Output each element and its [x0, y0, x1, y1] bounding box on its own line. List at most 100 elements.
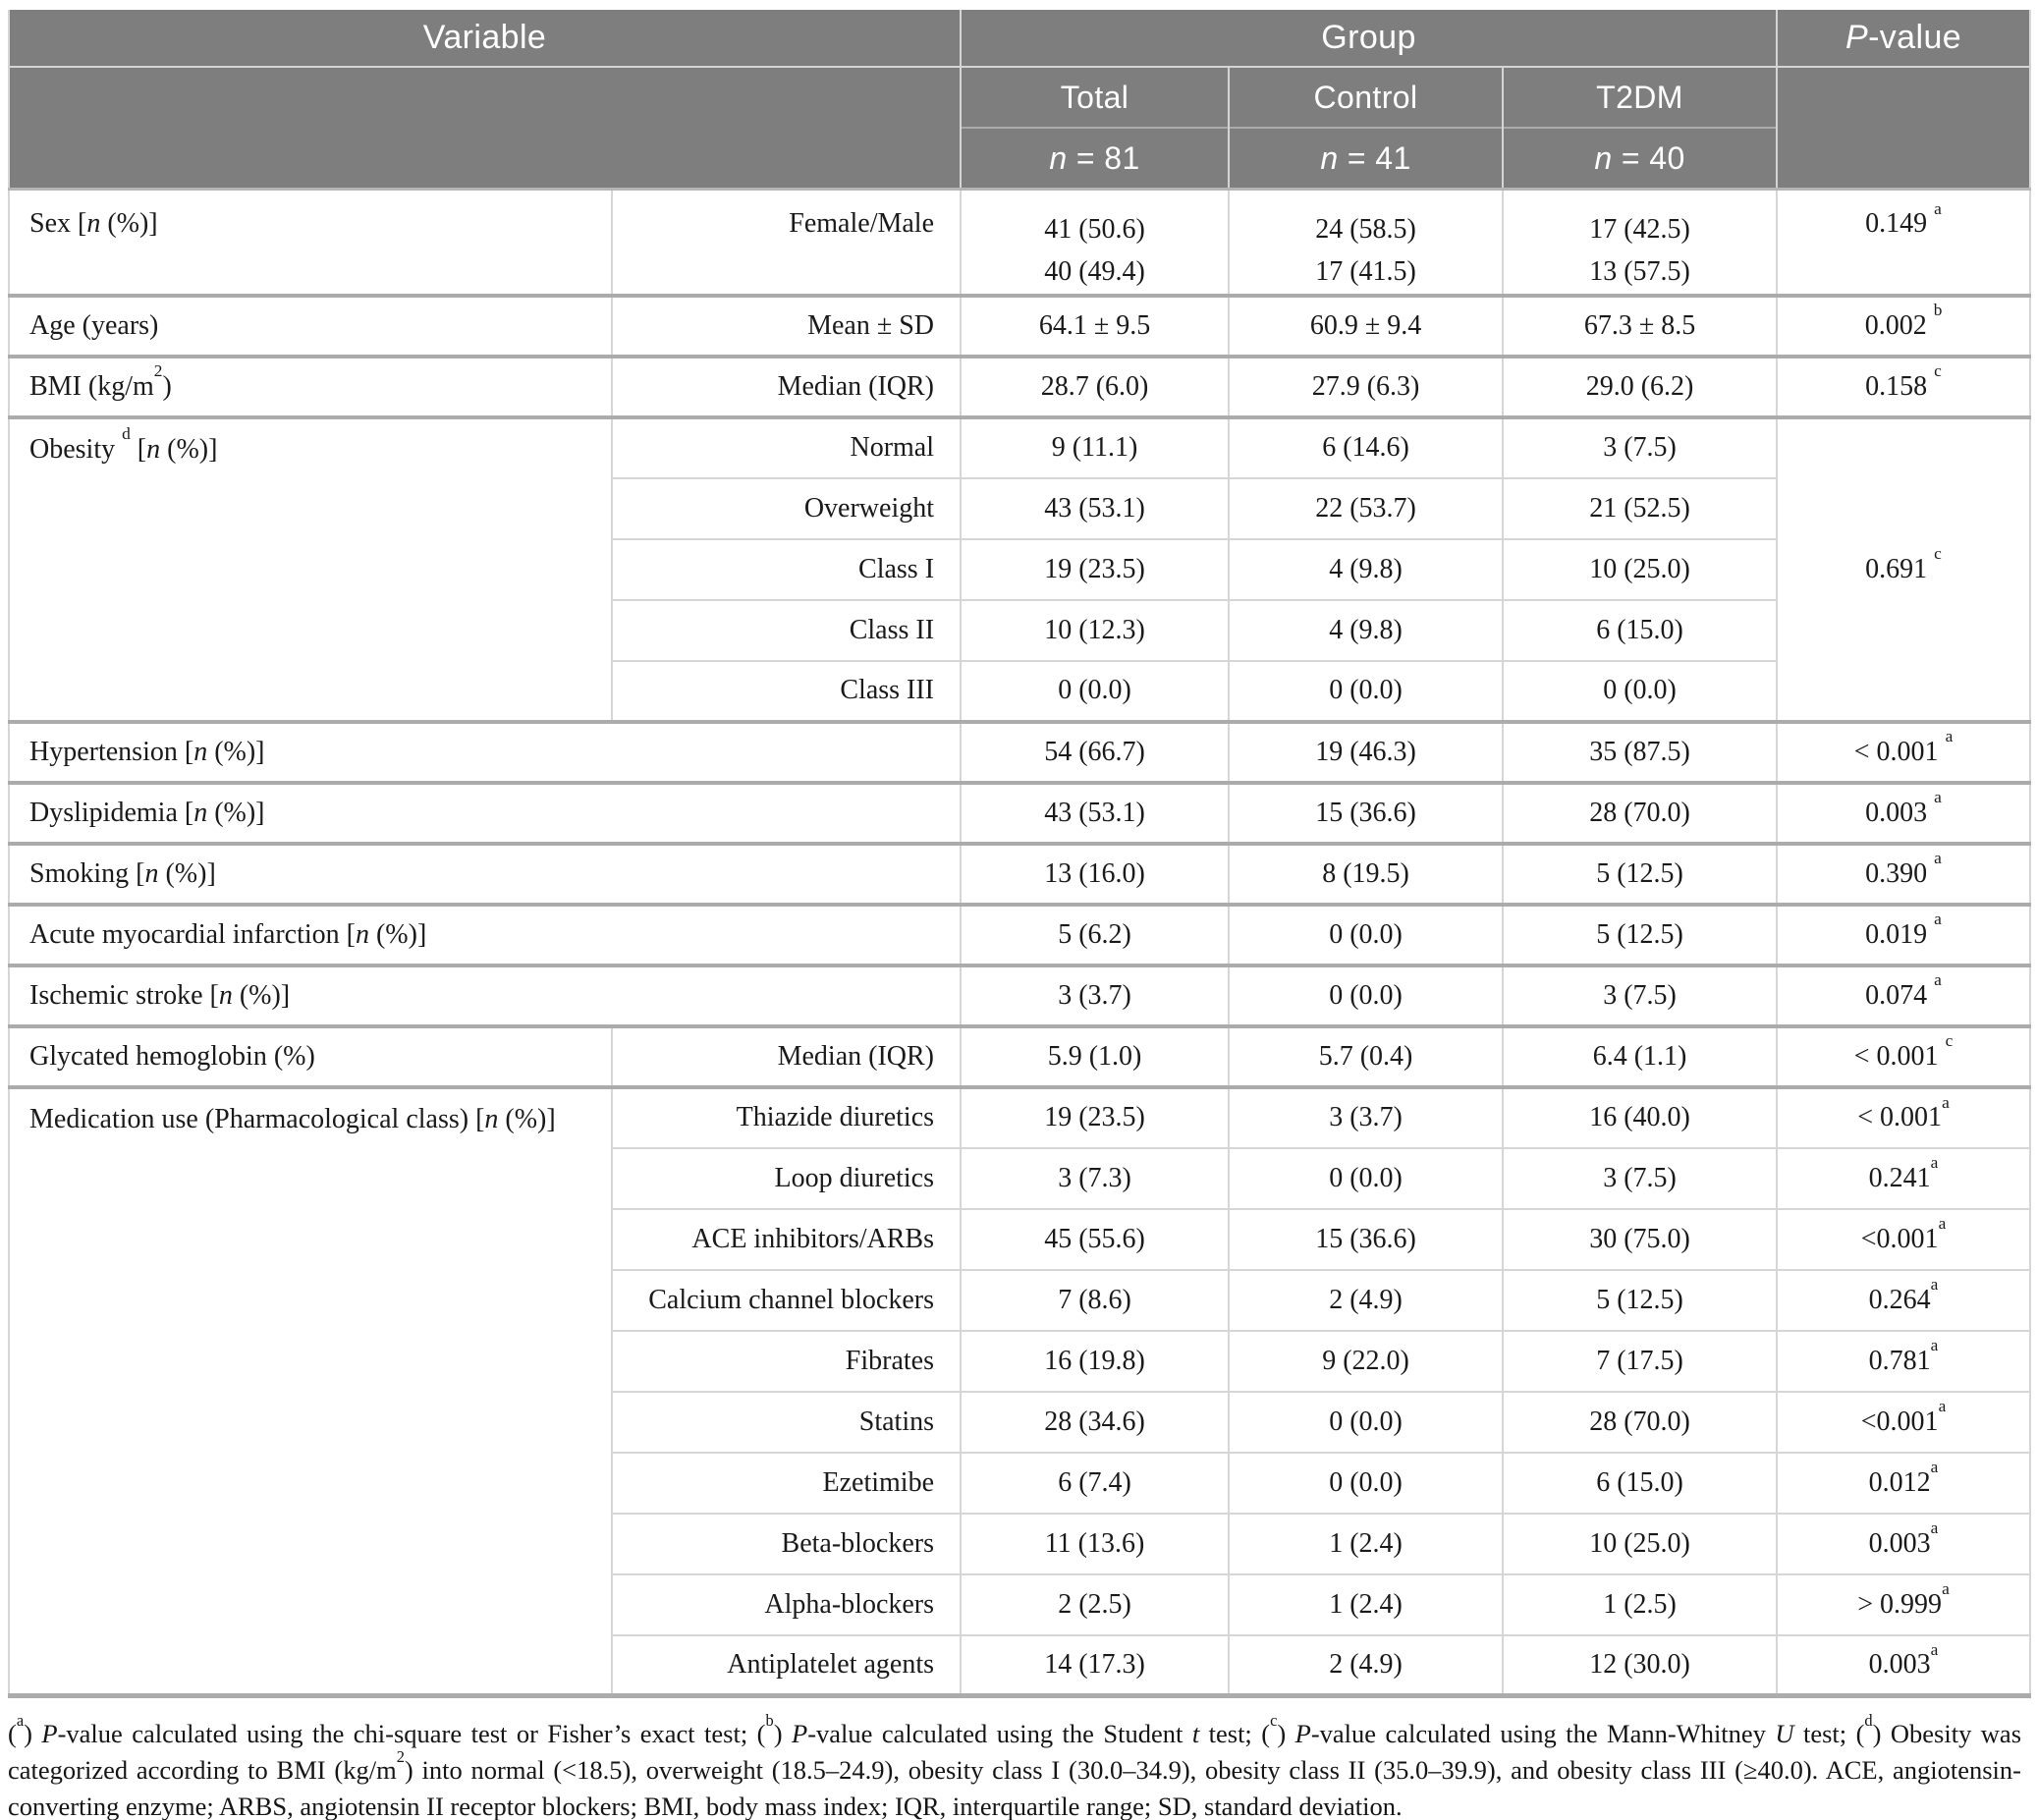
table-row: Class I 19 (23.5) 4 (9.8) 10 (25.0)	[9, 537, 2030, 600]
value-cell-total: 7 (8.6)	[961, 1268, 1231, 1331]
value-cell-total: 13 (16.0)	[961, 841, 1231, 905]
value-cell-t2dm: 5 (12.5)	[1503, 1268, 1779, 1331]
pvalue-cell: 0.012a	[1777, 1451, 2031, 1514]
value-cell-control: 1 (2.4)	[1229, 1572, 1505, 1635]
pvalue-cell: 0.003 a	[1777, 780, 2031, 844]
pvalue-cell: < 0.001a	[1777, 1084, 2031, 1148]
table-row: Overweight 43 (53.1) 22 (53.7) 21 (52.5)	[9, 476, 2030, 539]
baseline-characteristics-table: Variable Group P-value Total n = 81 Cont…	[8, 10, 2032, 1698]
table-row: Acute myocardial infarction [n (%)] 5 (6.…	[9, 902, 2031, 965]
value-cell-t2dm: 6 (15.0)	[1503, 598, 1779, 661]
header-t2dm-label: T2DM	[1504, 68, 1777, 129]
table-row: Statins 28 (34.6) 0 (0.0) 28 (70.0) <0.001a	[9, 1390, 2031, 1453]
header-control-label: Control	[1230, 68, 1503, 129]
value-cell-t2dm: 6 (15.0)	[1503, 1451, 1779, 1514]
value-cell-total: 54 (66.7)	[961, 719, 1231, 783]
table-row: Age (years) Mean ± SD 64.1 ± 9.5 60.9 ± 9.4…	[9, 293, 2031, 357]
sublabel-cell: Statins	[612, 1390, 963, 1453]
value-cell-control: 22 (53.7)	[1229, 476, 1505, 539]
table-row: Ischemic stroke [n (%)] 3 (3.7) 0 (0.0) 3 (…	[9, 963, 2031, 1026]
value-cell-control: 0 (0.0)	[1229, 1390, 1505, 1453]
pvalue-cell: 0.003a	[1777, 1512, 2031, 1574]
value-cell-control: 0 (0.0)	[1229, 1451, 1505, 1514]
value-cell-control: 4 (9.8)	[1229, 537, 1505, 600]
table-row: Loop diuretics 3 (7.3) 0 (0.0) 3 (7.5) 0.241…	[9, 1146, 2031, 1209]
pvalue-cell: 0.074 a	[1777, 963, 2031, 1026]
variable-cell: BMI (kg/m2)	[9, 354, 613, 417]
table-row: Glycated hemoglobin (%) Median (IQR) 5.9 (…	[9, 1023, 2031, 1087]
value-cell-control: 15 (36.6)	[1229, 1207, 1505, 1270]
header-row-top: Variable Group P-value	[9, 10, 2031, 68]
pvalue-cell: 0.264a	[1777, 1268, 2031, 1331]
value-cell-total: 28 (34.6)	[961, 1390, 1231, 1453]
value-cell-t2dm: 16 (40.0)	[1503, 1084, 1779, 1148]
pvalue-cell: 0.390 a	[1777, 841, 2031, 905]
variable-cell: Age (years)	[9, 293, 613, 357]
value-cell-t2dm: 28 (70.0)	[1503, 780, 1779, 844]
value-cell-total: 14 (17.3)	[961, 1633, 1231, 1696]
value-cell-total: 0 (0.0)	[961, 659, 1231, 722]
value-cell-t2dm: 3 (7.5)	[1503, 1146, 1779, 1209]
header-control: Control n = 41	[1228, 67, 1504, 191]
variable-cell: Hypertension [n (%)]	[9, 719, 963, 783]
header-spacer-right	[1776, 67, 2031, 191]
value-cell-t2dm: 21 (52.5)	[1503, 476, 1779, 539]
sublabel-cell: Fibrates	[612, 1329, 963, 1392]
value-cell-control: 9 (22.0)	[1229, 1329, 1505, 1392]
pvalue-cell: 0.691 c	[1777, 414, 2031, 722]
sublabel-cell: ACE inhibitors/ARBs	[612, 1207, 963, 1270]
value-cell-total: 5 (6.2)	[961, 902, 1231, 965]
variable-cell: Medication use (Pharmacological class) […	[9, 1084, 613, 1696]
header-total-n: n = 81	[1049, 140, 1140, 176]
variable-cell: Glycated hemoglobin (%)	[9, 1023, 613, 1087]
variable-cell: Dyslipidemia [n (%)]	[9, 780, 963, 844]
value-cell-t2dm: 10 (25.0)	[1503, 1512, 1779, 1574]
table-row: Beta-blockers 11 (13.6) 1 (2.4) 10 (25.0) 0.…	[9, 1512, 2031, 1574]
header-group-label: Group	[1321, 19, 1416, 56]
pvalue-cell: < 0.001 c	[1777, 1023, 2031, 1087]
value-cell-t2dm: 7 (17.5)	[1503, 1329, 1779, 1392]
value-cell-control: 15 (36.6)	[1229, 780, 1505, 844]
sublabel-cell: Thiazide diuretics	[612, 1084, 963, 1148]
sublabel-cell: Class II	[612, 598, 963, 661]
table-row: Calcium channel blockers 7 (8.6) 2 (4.9) 5 …	[9, 1268, 2031, 1331]
value-cell-total: 64.1 ± 9.5	[961, 293, 1231, 357]
value-cell-t2dm: 10 (25.0)	[1503, 537, 1779, 600]
header-group: Group	[960, 10, 1778, 68]
value-cell-control: 6 (14.6)	[1229, 414, 1505, 478]
value-cell-total: 41 (50.6) 40 (49.4)	[961, 188, 1231, 296]
value-cell-control: 0 (0.0)	[1229, 659, 1505, 722]
value-cell-total: 43 (53.1)	[961, 476, 1231, 539]
table-row: Obesity d [n (%)] Normal 9 (11.1) 6 (14.6) 3…	[9, 414, 2031, 722]
header-pvalue-label: P-value	[1844, 19, 1962, 56]
sublabel-cell: Median (IQR)	[612, 1023, 963, 1087]
header-variable: Variable	[9, 10, 962, 68]
pvalue-cell: <0.001a	[1777, 1207, 2031, 1270]
pvalue-cell: 0.781a	[1777, 1329, 2031, 1392]
variable-cell: Obesity d [n (%)]	[9, 414, 613, 722]
value-cell-t2dm: 3 (7.5)	[1503, 963, 1779, 1026]
value-cell-total: 2 (2.5)	[961, 1572, 1231, 1635]
sublabel-cell: Antiplatelet agents	[612, 1633, 963, 1696]
variable-cell: Smoking [n (%)]	[9, 841, 963, 905]
sublabel-cell: Female/Male	[612, 188, 963, 296]
table-row: Class II 10 (12.3) 4 (9.8) 6 (15.0)	[9, 598, 2030, 661]
value-cell-control: 1 (2.4)	[1229, 1512, 1505, 1574]
value-cell-t2dm: 67.3 ± 8.5	[1503, 293, 1779, 357]
value-cell-control: 0 (0.0)	[1229, 1146, 1505, 1209]
value-cell-control: 5.7 (0.4)	[1229, 1023, 1505, 1087]
table-row: BMI (kg/m2) Median (IQR) 28.7 (6.0) 27.9 (6…	[9, 354, 2031, 417]
pvalue-cell: 0.158 c	[1777, 354, 2031, 417]
sublabel-cell: Beta-blockers	[612, 1512, 963, 1574]
value-cell-control: 2 (4.9)	[1229, 1268, 1505, 1331]
table-body: Sex [n (%)] Female/Male 41 (50.6) 40 (49.4)…	[9, 188, 2031, 1696]
value-cell-total: 3 (3.7)	[961, 963, 1231, 1026]
value-cell-t2dm: 3 (7.5)	[1503, 414, 1779, 478]
table-row: Medication use (Pharmacological class) […	[9, 1084, 2031, 1696]
header-total-label: Total	[962, 68, 1229, 129]
value-cell-t2dm: 28 (70.0)	[1503, 1390, 1779, 1453]
sublabel-cell: Normal	[612, 414, 963, 478]
variable-cell: Acute myocardial infarction [n (%)]	[9, 902, 963, 965]
value-cell-total: 19 (23.5)	[961, 537, 1231, 600]
value-cell-total: 43 (53.1)	[961, 780, 1231, 844]
